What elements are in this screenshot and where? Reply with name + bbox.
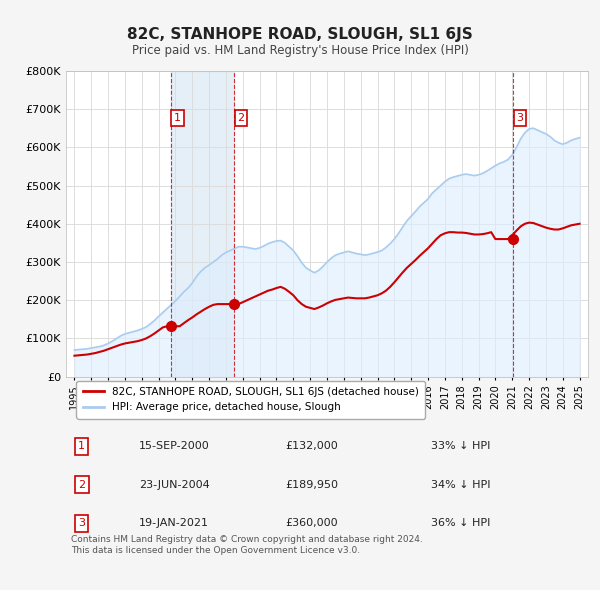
Text: 19-JAN-2021: 19-JAN-2021 — [139, 518, 209, 528]
Text: 1: 1 — [78, 441, 85, 451]
Text: 23-JUN-2004: 23-JUN-2004 — [139, 480, 210, 490]
Text: 36% ↓ HPI: 36% ↓ HPI — [431, 518, 491, 528]
Text: 3: 3 — [517, 113, 523, 123]
Text: 82C, STANHOPE ROAD, SLOUGH, SL1 6JS: 82C, STANHOPE ROAD, SLOUGH, SL1 6JS — [127, 27, 473, 41]
Text: £132,000: £132,000 — [285, 441, 338, 451]
Text: 2: 2 — [238, 113, 245, 123]
Text: 34% ↓ HPI: 34% ↓ HPI — [431, 480, 491, 490]
Text: £360,000: £360,000 — [285, 518, 338, 528]
Text: Price paid vs. HM Land Registry's House Price Index (HPI): Price paid vs. HM Land Registry's House … — [131, 44, 469, 57]
Text: 2: 2 — [78, 480, 85, 490]
Legend: 82C, STANHOPE ROAD, SLOUGH, SL1 6JS (detached house), HPI: Average price, detach: 82C, STANHOPE ROAD, SLOUGH, SL1 6JS (det… — [76, 381, 425, 418]
Bar — [170, 71, 234, 377]
Text: £189,950: £189,950 — [285, 480, 338, 490]
Text: 15-SEP-2000: 15-SEP-2000 — [139, 441, 210, 451]
Text: 33% ↓ HPI: 33% ↓ HPI — [431, 441, 491, 451]
Text: 1: 1 — [174, 113, 181, 123]
Text: 3: 3 — [78, 518, 85, 528]
Text: Contains HM Land Registry data © Crown copyright and database right 2024.
This d: Contains HM Land Registry data © Crown c… — [71, 535, 423, 555]
